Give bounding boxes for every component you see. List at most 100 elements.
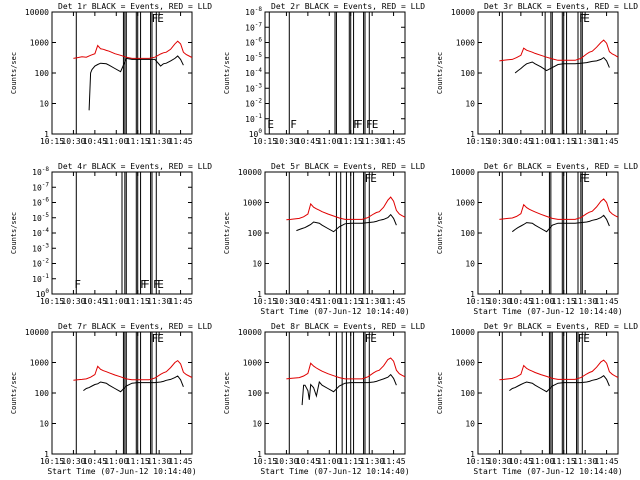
det-panel-1: Det 1r BLACK = Events, RED = LLD Counts/s…	[10, 2, 212, 146]
events-series-line	[509, 375, 610, 393]
x-tick-label: 10:45	[83, 457, 107, 466]
marker-letter: E	[157, 12, 164, 25]
plot-title: Det 6r BLACK = Events, RED = LLD	[484, 162, 638, 171]
y-tick-label: 10000	[238, 168, 262, 177]
y-tick-label: 10000	[25, 8, 49, 17]
marker-letter: F	[366, 118, 373, 131]
marker-letter: F	[365, 172, 372, 185]
x-tick-label: 11:15	[339, 457, 363, 466]
y-tick-label: 10	[465, 260, 475, 269]
marker-letter: F	[153, 278, 160, 291]
marker-letter: F	[579, 12, 586, 25]
x-tick-label: 11:15	[339, 297, 363, 306]
y-tick-label: 10-5	[32, 212, 49, 223]
y-tick-label: 100	[35, 389, 50, 398]
plot-title: Det 4r BLACK = Events, RED = LLD	[58, 162, 212, 171]
y-axis-label: Counts/sec	[10, 372, 18, 414]
x-tick-label: 11:45	[382, 137, 406, 146]
y-axis-label: Counts/sec	[10, 52, 18, 94]
y-tick-label: 10-4	[32, 227, 49, 238]
det-panel-6: Det 6r BLACK = Events, RED = LLD Counts/s…	[436, 162, 638, 316]
events-series-line	[301, 373, 397, 406]
x-axis-label: Start Time (07-Jun-12 10:14:40)	[47, 467, 196, 476]
y-tick-label: 100	[36, 288, 50, 299]
y-tick-label: 100	[461, 229, 476, 238]
marker-letter: E	[583, 332, 590, 345]
x-tick-label: 10:30	[487, 457, 511, 466]
plot-title: Det 3r BLACK = Events, RED = LLD	[484, 2, 638, 11]
x-tick-label: 10:45	[83, 137, 107, 146]
x-tick-label: 10:30	[61, 137, 85, 146]
y-tick-label: 10-3	[32, 242, 49, 253]
marker-letter: F	[140, 278, 147, 291]
x-axis-label: Start Time (07-Jun-12 10:14:40)	[260, 307, 409, 316]
plot-title: Det 7r BLACK = Events, RED = LLD	[58, 322, 212, 331]
events-series-line	[514, 56, 610, 74]
marker-letter: F	[365, 332, 372, 345]
events-series-line	[83, 375, 184, 393]
plot-frame	[477, 11, 619, 135]
plot-title: Det 8r BLACK = Events, RED = LLD	[271, 322, 425, 331]
y-tick-label: 10-6	[245, 37, 262, 48]
y-tick-label: 1000	[30, 39, 49, 48]
det-panel-9: Det 9r BLACK = Events, RED = LLD Counts/s…	[436, 322, 638, 476]
x-tick-label: 11:45	[169, 137, 193, 146]
marker-letter: F	[152, 332, 159, 345]
y-tick-label: 1	[257, 450, 262, 459]
x-tick-label: 11:45	[382, 297, 406, 306]
x-tick-label: 11:30	[147, 137, 171, 146]
y-tick-label: 10-8	[245, 6, 262, 17]
y-tick-label: 10	[252, 260, 262, 269]
plot-title: Det 5r BLACK = Events, RED = LLD	[271, 162, 425, 171]
y-axis-label: Counts/sec	[223, 212, 231, 254]
det-panel-2: Det 2r BLACK = Events, RED = LLD Counts/s…	[223, 2, 425, 146]
y-tick-label: 1000	[456, 359, 475, 368]
y-tick-label: 1	[470, 290, 475, 299]
x-tick-label: 10:30	[487, 297, 511, 306]
plot-title: Det 1r BLACK = Events, RED = LLD	[58, 2, 212, 11]
y-tick-label: 10-8	[32, 166, 49, 177]
y-tick-label: 100	[248, 389, 263, 398]
lld-series-line	[286, 196, 406, 221]
det-panel-8: Det 8r BLACK = Events, RED = LLD Counts/s…	[223, 322, 425, 476]
det-panel-4: Det 4r BLACK = Events, RED = LLD Counts/s…	[10, 162, 212, 306]
marker-letter: E	[370, 332, 377, 345]
x-tick-label: 11:00	[317, 137, 341, 146]
y-tick-label: 10-4	[245, 67, 262, 78]
y-tick-label: 10-2	[32, 258, 49, 269]
plot-title: Det 2r BLACK = Events, RED = LLD	[271, 2, 425, 11]
x-tick-label: 10:15	[40, 457, 64, 466]
x-tick-label: 11:30	[573, 297, 597, 306]
y-tick-label: 10-3	[245, 82, 262, 93]
y-tick-label: 1	[470, 130, 475, 139]
y-tick-label: 100	[461, 389, 476, 398]
y-tick-label: 10	[465, 100, 475, 109]
y-tick-label: 10	[252, 420, 262, 429]
x-tick-label: 11:15	[552, 457, 576, 466]
x-axis-label: Start Time (07-Jun-12 10:14:40)	[473, 307, 622, 316]
x-tick-label: 11:00	[104, 297, 128, 306]
x-tick-label: 10:15	[466, 297, 490, 306]
y-tick-label: 1000	[243, 359, 262, 368]
x-tick-label: 11:00	[530, 297, 554, 306]
x-tick-label: 10:15	[253, 137, 277, 146]
x-tick-label: 10:15	[40, 297, 64, 306]
x-tick-label: 10:30	[61, 297, 85, 306]
marker-letter: E	[583, 12, 590, 25]
lld-series-line	[73, 359, 193, 381]
y-tick-label: 100	[249, 128, 263, 139]
det-panel-7: Det 7r BLACK = Events, RED = LLD Counts/s…	[10, 322, 212, 476]
x-tick-label: 10:30	[487, 137, 511, 146]
y-axis-label: Counts/sec	[436, 52, 444, 94]
det-panel-5: Det 5r BLACK = Events, RED = LLD Counts/s…	[223, 162, 425, 316]
y-tick-label: 10-7	[32, 181, 49, 192]
y-tick-label: 10000	[451, 168, 475, 177]
x-tick-label: 11:30	[360, 297, 384, 306]
x-tick-label: 10:15	[40, 137, 64, 146]
marker-letter: E	[372, 118, 379, 131]
y-tick-label: 10	[465, 420, 475, 429]
plot-frame	[51, 11, 193, 135]
x-tick-label: 10:15	[466, 137, 490, 146]
x-tick-label: 11:00	[530, 457, 554, 466]
